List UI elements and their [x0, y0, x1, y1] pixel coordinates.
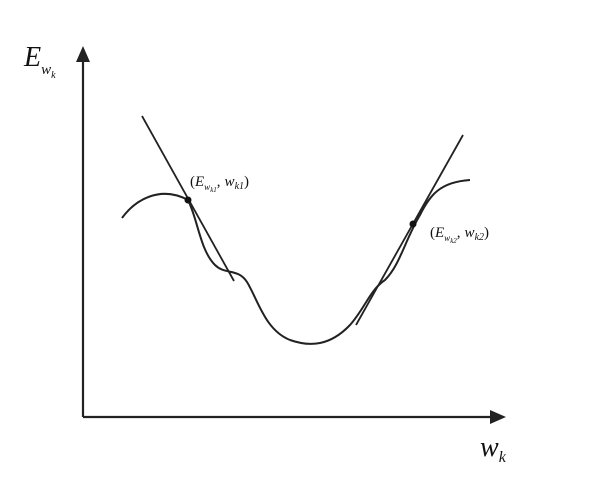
label-sub: k2 [475, 232, 484, 243]
label-sub: w [444, 233, 450, 243]
separator: , [457, 225, 461, 241]
label-subsub: k2 [450, 237, 457, 245]
y-arrow [76, 46, 90, 62]
paren: ) [484, 225, 489, 241]
label-main: E [434, 225, 444, 241]
tangent-line [355, 134, 464, 326]
label-main: E [194, 174, 204, 190]
label-main: w [225, 174, 235, 190]
axes [81, 58, 496, 419]
x-arrow [490, 410, 506, 424]
x-axis-label: wk [480, 432, 507, 466]
label-sub: w [41, 62, 51, 78]
label-main: w [480, 432, 499, 463]
label-subsub: k1 [210, 186, 217, 194]
point-label: (Ewk2, wk2) [430, 225, 489, 245]
paren: ( [430, 225, 435, 241]
tangent-point [409, 220, 417, 228]
label-main: w [465, 225, 475, 241]
point-label: (Ewk1, wk1) [190, 174, 249, 194]
y-axis-label: Ewk [23, 42, 56, 81]
separator: , [217, 174, 221, 190]
paren: ) [244, 174, 249, 190]
tangent-point [184, 196, 192, 204]
label-sub: k1 [235, 181, 244, 192]
error-curve [121, 179, 471, 345]
label-main: E [23, 42, 41, 73]
paren: ( [190, 174, 195, 190]
label-sub: w [204, 182, 210, 192]
label-sub: k [499, 449, 507, 466]
label-subsub: k [51, 70, 56, 81]
